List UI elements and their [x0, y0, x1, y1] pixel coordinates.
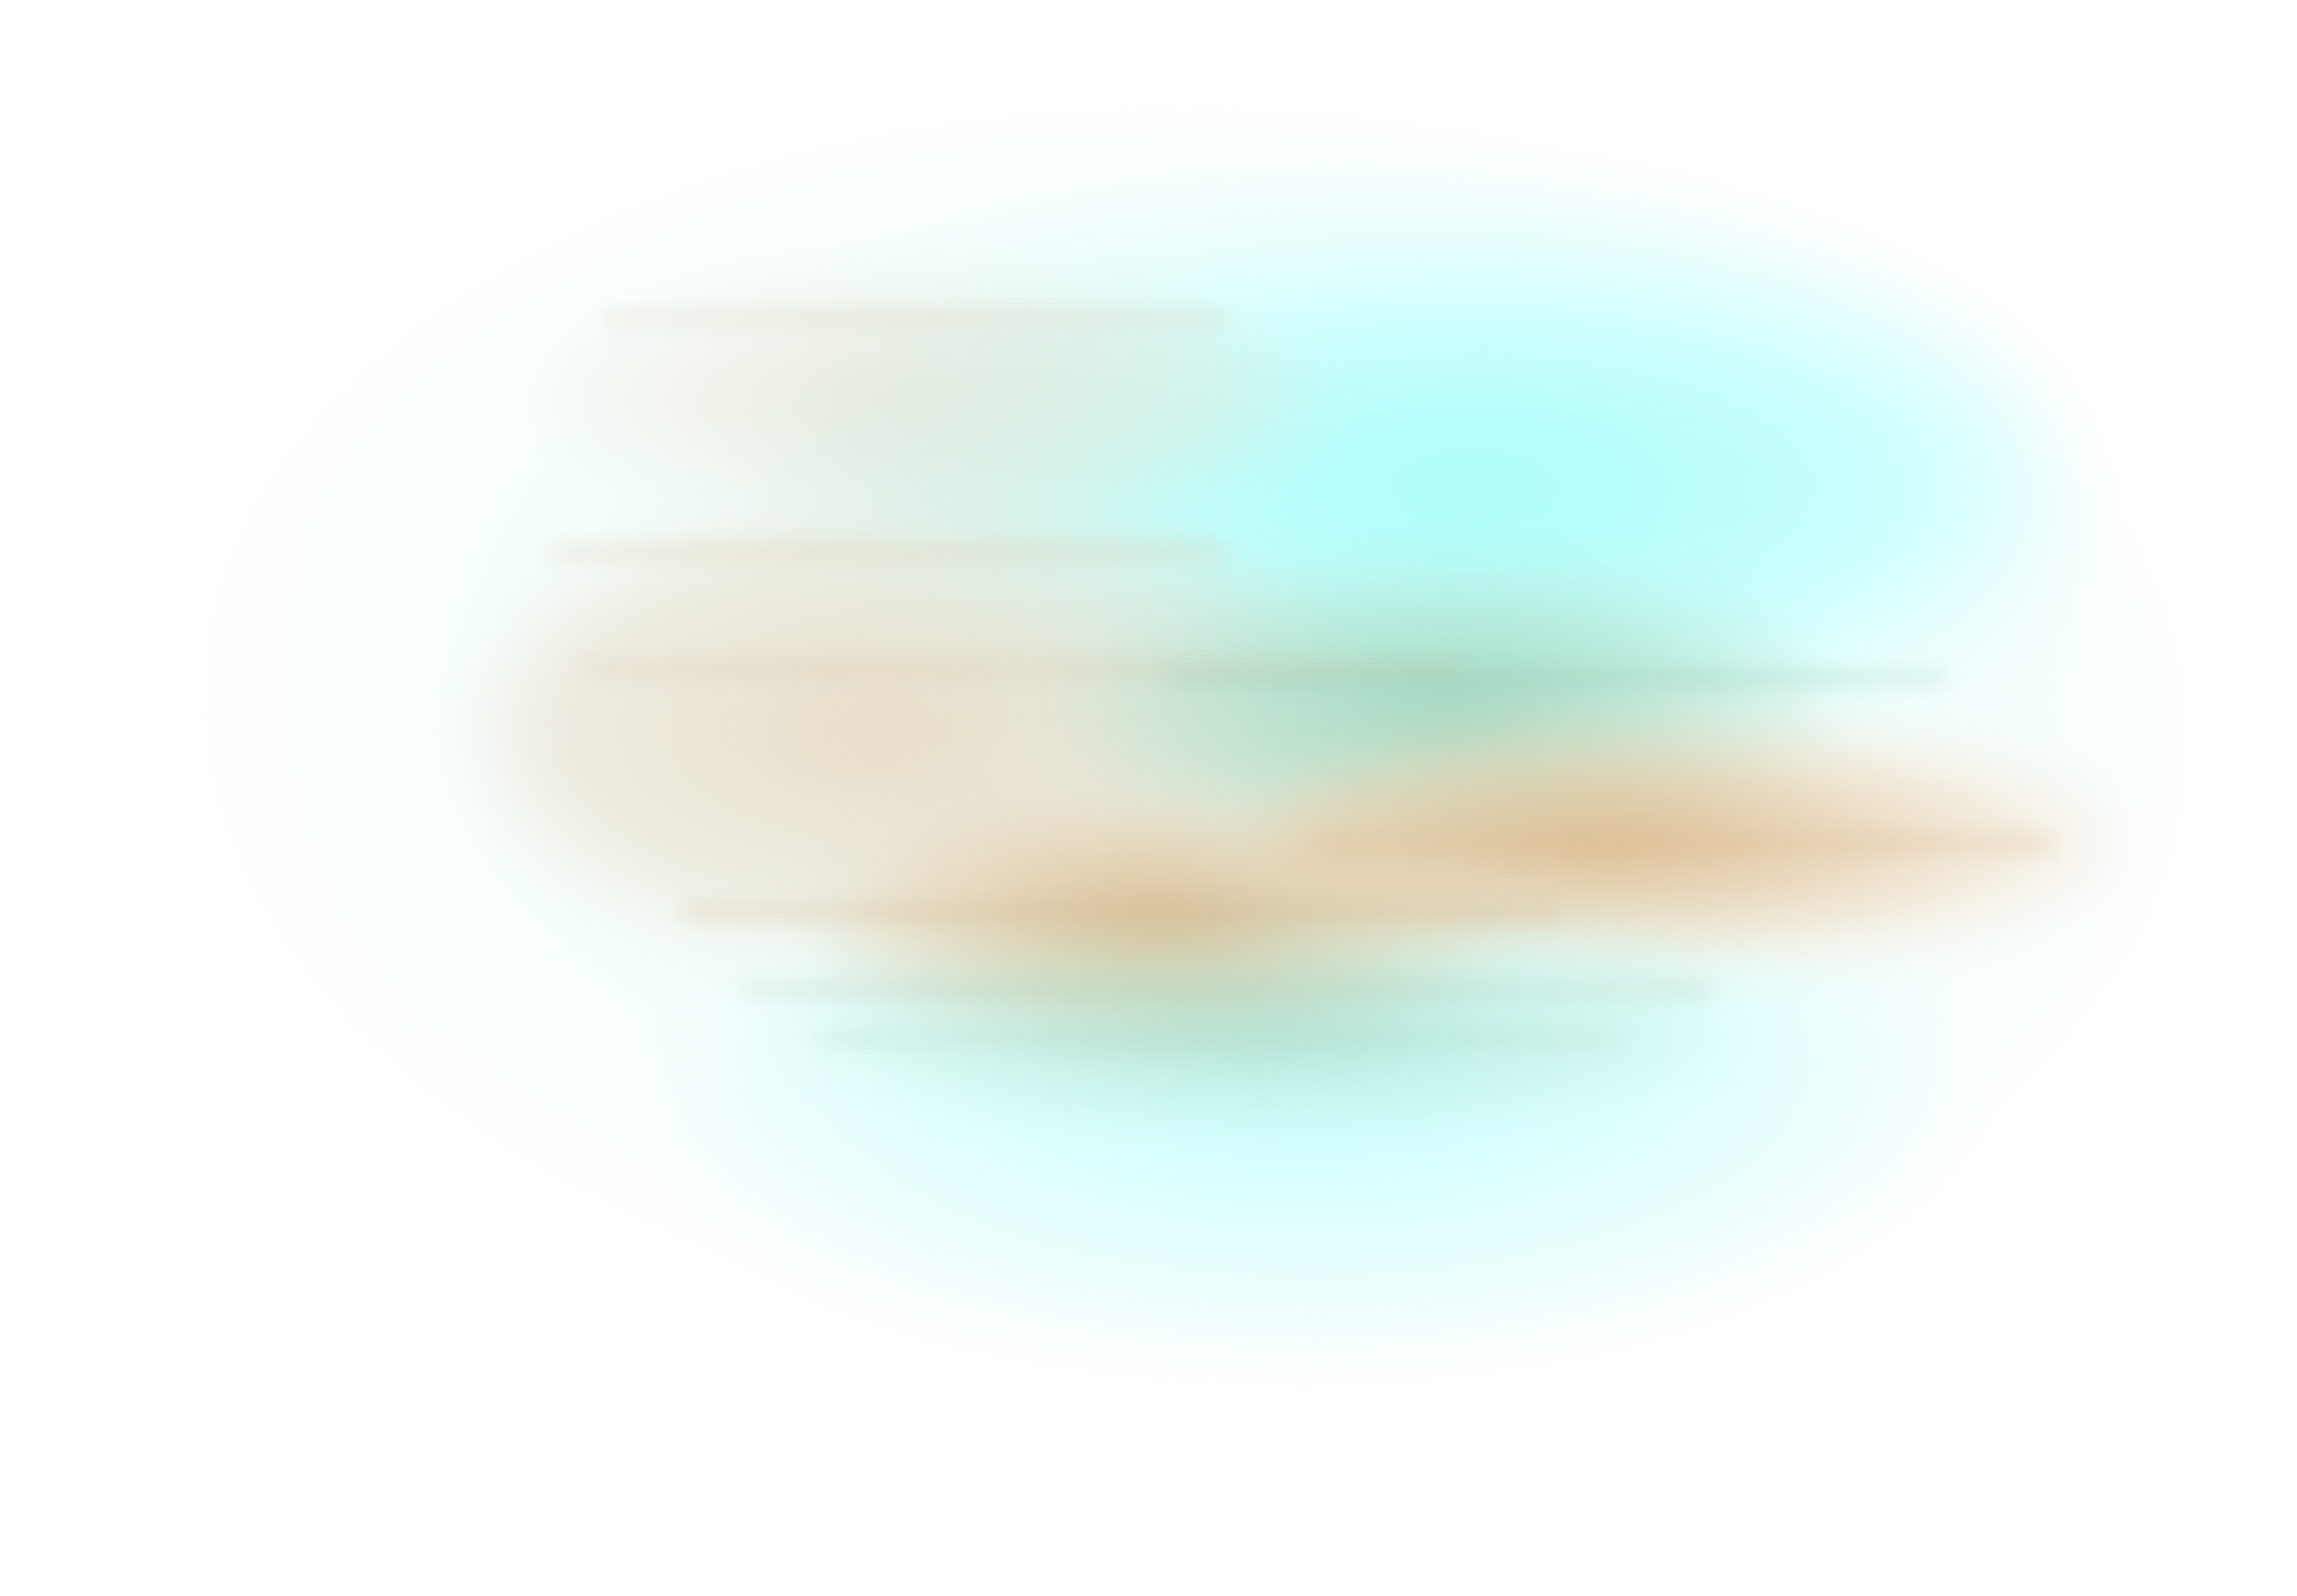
- streak: [740, 983, 1713, 997]
- streak: [603, 311, 1226, 325]
- green-band-bottom: [779, 934, 1752, 1129]
- streak: [818, 1032, 1616, 1045]
- streak: [545, 545, 1226, 559]
- streak: [584, 662, 1460, 675]
- tan-band-upper: [545, 272, 1324, 526]
- streak: [1314, 837, 2054, 851]
- streak: [681, 905, 1557, 919]
- streak: [1168, 671, 1947, 685]
